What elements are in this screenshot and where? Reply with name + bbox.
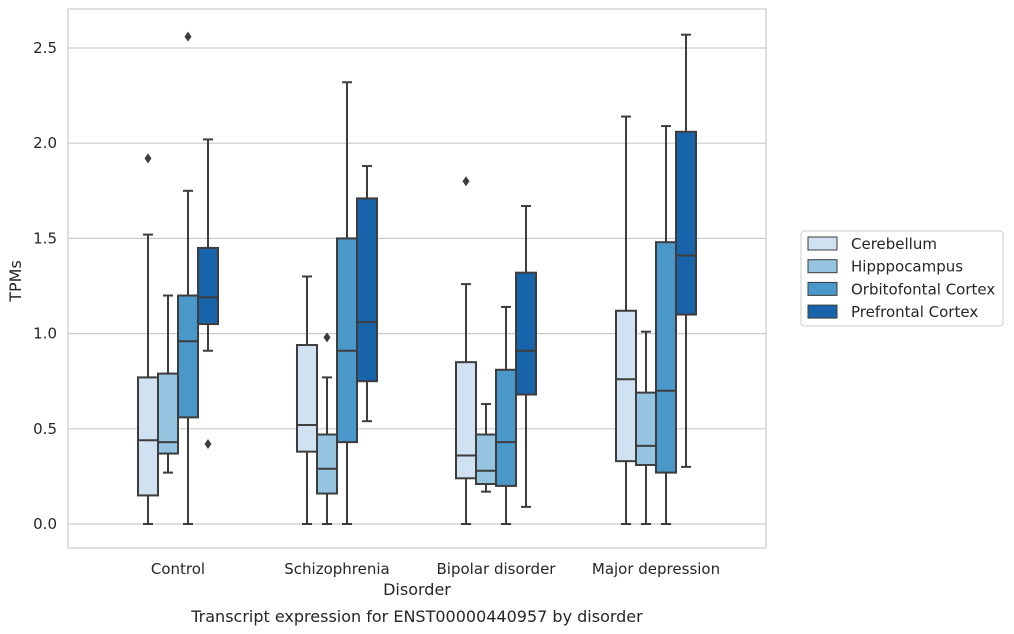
y-tick-label: 1.0 (33, 325, 57, 343)
y-tick-label: 0.5 (33, 420, 57, 438)
box-iqr (336, 237, 358, 444)
x-tick-label: Schizophrenia (284, 560, 389, 578)
box-prefrontal-cortex-bipolar-disorder (515, 205, 537, 508)
y-axis-title: TPMs (6, 260, 25, 303)
legend-label: Prefrontal Cortex (851, 303, 978, 321)
legend: Cerebellum Hipppocampus Orbitofontal Corte… (800, 230, 1004, 327)
box-iqr (197, 246, 219, 326)
box-iqr (515, 271, 537, 396)
box-orbitofontal-cortex-bipolar-disorder (495, 305, 517, 525)
box-iqr (316, 433, 338, 495)
box-iqr (137, 376, 159, 497)
box-hipppocampus-major-depression (635, 330, 657, 525)
x-tick-label: Control (151, 560, 205, 578)
box-orbitofontal-cortex-schizophrenia (336, 81, 358, 525)
y-tick-label: 1.5 (33, 229, 57, 247)
box-iqr (177, 294, 199, 419)
box-iqr (635, 391, 657, 466)
box-prefrontal-cortex-major-depression (675, 33, 697, 468)
y-tick-label: 0.0 (33, 515, 57, 533)
box-iqr (675, 130, 697, 316)
box-orbitofontal-cortex-control (177, 31, 199, 525)
plot-frame (67, 8, 767, 549)
y-tick-label: 2.5 (33, 39, 57, 57)
legend-label: Hipppocampus (851, 258, 963, 276)
box-cerebellum-bipolar-disorder (455, 176, 477, 525)
outlier-point (323, 332, 331, 343)
legend-label: Orbitofontal Cortex (851, 280, 995, 298)
x-tick-label: Bipolar disorder (437, 560, 557, 578)
box-cerebellum-schizophrenia (296, 275, 318, 525)
x-tick-label: Major depression (592, 560, 720, 578)
box-cerebellum-control (137, 153, 159, 525)
box-iqr (475, 433, 497, 486)
box-iqr (615, 309, 637, 463)
box-iqr (356, 197, 378, 383)
box-prefrontal-cortex-control (197, 138, 219, 450)
outlier-point (462, 176, 470, 187)
x-axis-title: Disorder (383, 580, 451, 599)
boxes-group (137, 31, 697, 525)
box-iqr (655, 241, 677, 474)
box-cerebellum-major-depression (615, 115, 637, 525)
box-hipppocampus-schizophrenia (316, 332, 338, 525)
chart-caption: Transcript expression for ENST0000044095… (190, 607, 643, 626)
legend-swatch (807, 304, 838, 319)
box-orbitofontal-cortex-major-depression (655, 125, 677, 525)
outlier-point (184, 31, 192, 42)
legend-swatch (807, 259, 838, 274)
legend-swatch (807, 281, 838, 296)
y-tick-labels: 0.0 0.5 1.0 1.5 2.0 2.5 (33, 39, 57, 533)
legend-frame (800, 230, 1004, 327)
box-iqr (495, 368, 517, 487)
outlier-point (144, 153, 152, 164)
box-iqr (455, 361, 477, 480)
box-prefrontal-cortex-schizophrenia (356, 165, 378, 423)
legend-label: Cerebellum (851, 235, 937, 253)
outlier-point (204, 439, 212, 450)
box-iqr (296, 344, 318, 453)
y-tick-label: 2.0 (33, 134, 57, 152)
x-tick-labels: Control Schizophrenia Bipolar disorder Majo… (151, 560, 720, 578)
legend-swatch (807, 236, 838, 251)
